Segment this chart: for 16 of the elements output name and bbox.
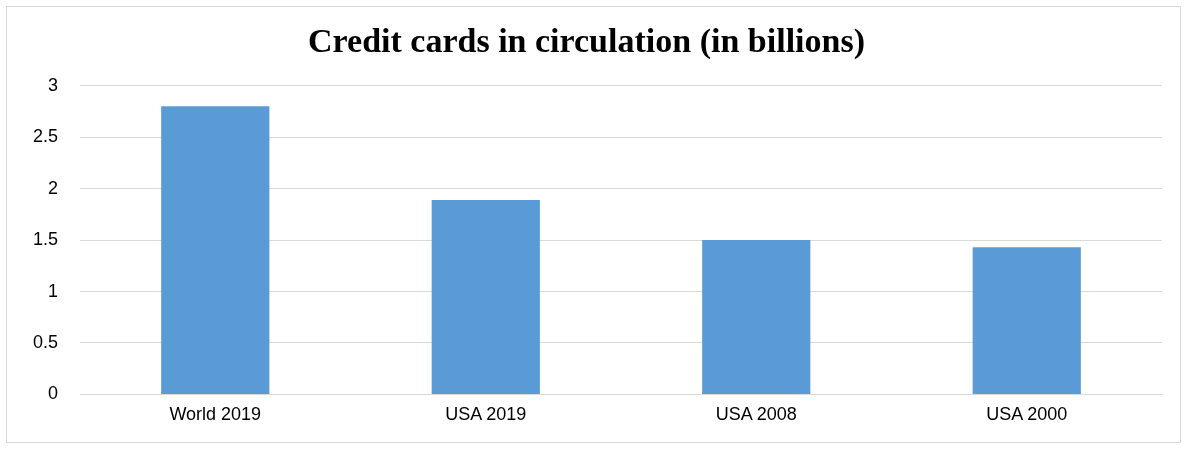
chart-title: Credit cards in circulation (in billions) <box>308 22 865 61</box>
y-tick-label: 1.5 <box>32 229 59 250</box>
bar <box>431 199 540 394</box>
bar <box>161 106 270 394</box>
x-tick-label: World 2019 <box>169 404 262 425</box>
y-tick-label: 0 <box>48 383 59 404</box>
y-tick-label: 3 <box>48 74 59 95</box>
bar <box>972 247 1081 394</box>
x-tick-label: USA 2019 <box>445 404 527 425</box>
x-tick-label: USA 2008 <box>715 404 797 425</box>
bar <box>702 240 811 394</box>
x-tick-label: USA 2000 <box>986 404 1068 425</box>
y-tick-label: 2.5 <box>32 126 59 147</box>
y-tick-label: 1 <box>48 280 59 301</box>
y-tick-label: 2 <box>48 177 59 198</box>
y-tick-label: 0.5 <box>32 331 59 352</box>
